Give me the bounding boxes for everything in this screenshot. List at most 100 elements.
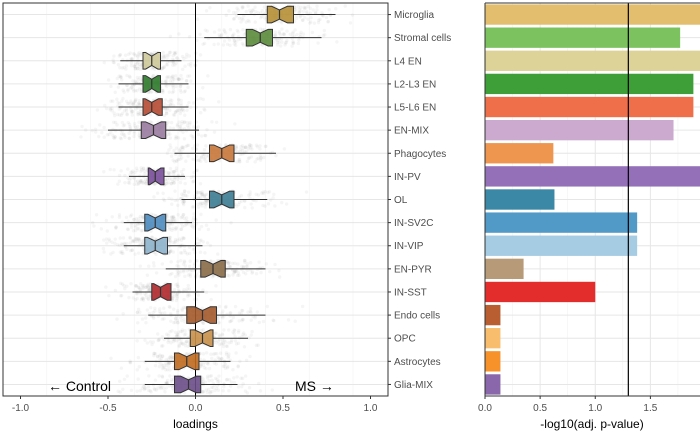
jitter-point [120,243,125,247]
box-in-sv2c [123,213,192,232]
jitter-point [219,356,224,361]
jitter-point [202,107,206,111]
jitter-point [181,167,186,172]
jitter-point [136,182,141,186]
jitter-point [131,239,135,244]
jitter-point [148,285,153,289]
jitter-point [208,374,212,378]
jitter-point [225,268,229,272]
jitter-point [119,75,123,79]
jitter-point [180,251,184,255]
jitter-point [224,13,228,18]
jitter-point [315,4,319,8]
jitter-point [182,199,186,204]
jitter-point [180,77,184,81]
jitter-point [135,66,140,71]
jitter-point [199,155,204,159]
jitter-point [114,225,118,229]
jitter-point [122,241,126,245]
jitter-point [161,197,166,201]
jitter-point [116,63,121,67]
jitter-point [143,338,147,342]
jitter-point [133,284,138,288]
jitter-point [244,9,248,14]
jitter-point [171,337,175,342]
jitter-point [274,38,278,42]
jitter-point [198,182,203,186]
jitter-point [259,11,263,15]
jitter-point [180,243,184,247]
jitter-point [169,341,173,345]
jitter-point [138,288,143,292]
jitter-point [136,110,140,115]
jitter-point [170,84,175,88]
jitter-point [203,251,207,255]
jitter-point [171,218,175,222]
jitter-point [214,386,219,391]
jitter-point [161,363,165,368]
jitter-point [229,340,234,344]
jitter-point [243,199,247,203]
jitter-point [225,42,230,47]
jitter-point [172,169,177,174]
box-body [245,28,273,47]
jitter-point [208,243,213,248]
jitter-point [245,268,249,272]
jitter-point [188,259,192,263]
jitter-point [320,11,324,15]
jitter-point [200,306,204,310]
jitter-point [198,53,203,57]
jitter-point [168,132,172,136]
jitter-point [199,364,203,368]
jitter-point [172,181,176,185]
jitter-point [213,388,217,393]
jitter-point [240,376,245,381]
jitter-point [174,225,178,230]
jitter-point [313,10,318,15]
jitter-point [273,33,278,37]
jitter-point [187,34,192,39]
jitter-point [162,65,166,69]
jitter-point [201,363,206,367]
jitter-point [135,291,139,296]
jitter-point [181,194,185,198]
box-in-pv [129,167,185,186]
jitter-point [232,39,237,43]
jitter-point [172,148,176,153]
jitter-point [170,355,174,359]
jitter-point [175,269,180,273]
jitter-point [220,333,225,337]
jitter-point [200,191,204,196]
jitter-point [177,273,181,277]
jitter-point [243,333,247,337]
jitter-point [205,29,209,33]
jitter-point [254,343,259,348]
loadings-xtick-label: -0.5 [99,403,117,414]
jitter-point [127,122,132,126]
jitter-point [144,295,148,300]
jitter-point [217,100,221,104]
jitter-point [137,103,142,107]
jitter-point [131,229,136,233]
category-label-l2-l3-en: L2-L3 EN [394,79,436,90]
jitter-point [195,143,200,147]
jitter-point [168,240,172,244]
jitter-point [214,284,218,288]
jitter-point [168,103,173,107]
jitter-point [183,193,188,198]
jitter-point [204,290,209,295]
bar-endo-cells [485,304,501,326]
jitter-point [104,241,109,245]
jitter-point [135,292,139,296]
jitter-point [133,99,137,104]
jitter-point [137,62,142,66]
jitter-point [279,21,284,25]
jitter-point [182,191,186,196]
jitter-point [94,213,99,217]
jitter-point [298,32,303,37]
jitter-point [191,180,195,184]
jitter-point [248,192,252,197]
jitter-point [258,27,263,31]
jitter-point [227,354,231,358]
